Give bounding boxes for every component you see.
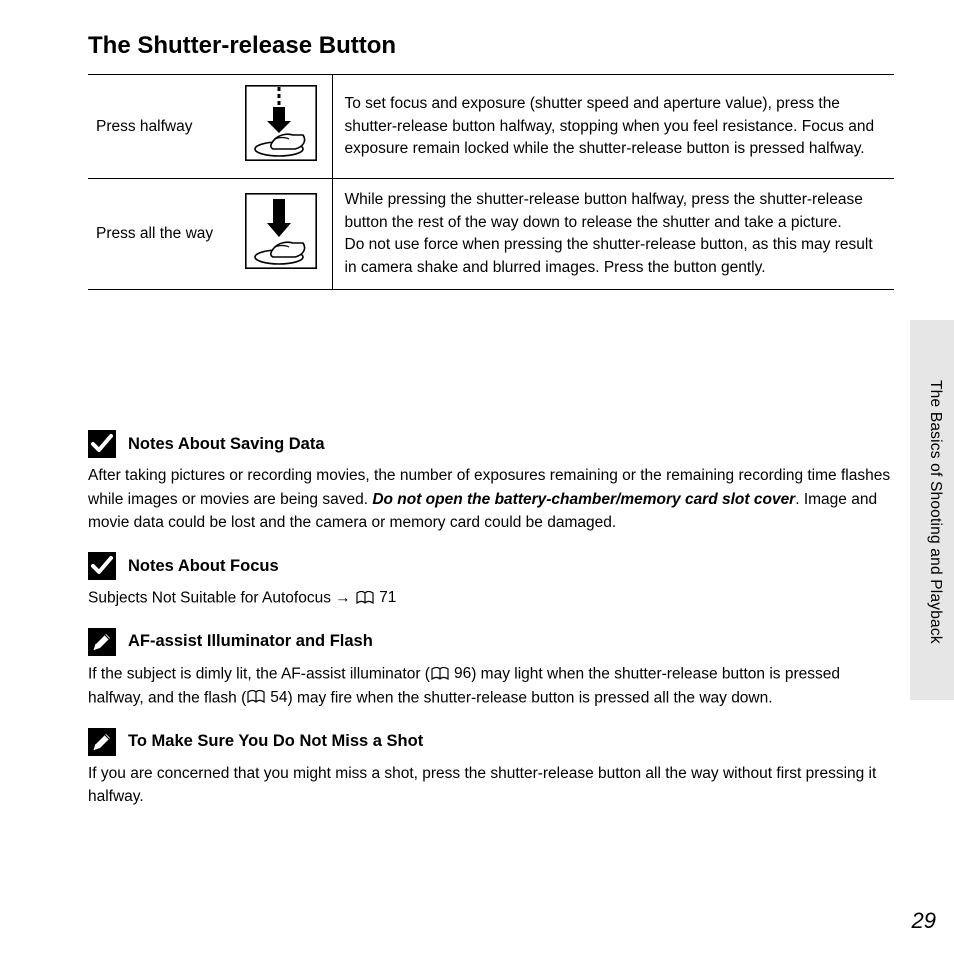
note-block: To Make Sure You Do Not Miss a Shot If yo…	[88, 728, 894, 809]
press-mode-label: Press all the way	[88, 179, 230, 290]
note-text: ) may fire when the shutter-release butt…	[288, 689, 773, 706]
note-body: Subjects Not Suitable for Autofocus → 71	[88, 586, 894, 610]
pencil-badge-icon	[88, 628, 116, 656]
section-title: The Shutter-release Button	[88, 32, 894, 60]
note-text: Subjects Not Suitable for Autofocus →	[88, 590, 355, 607]
check-badge-icon	[88, 552, 116, 580]
note-title: AF-assist Illuminator and Flash	[128, 632, 373, 651]
note-header: Notes About Saving Data	[88, 430, 894, 458]
note-title: Notes About Saving Data	[128, 435, 325, 454]
manual-page-ref-icon: 96	[430, 662, 471, 685]
note-title: Notes About Focus	[128, 557, 279, 576]
table-row: Press all the way While pressing the shu…	[88, 179, 894, 290]
note-text: Do not open the battery-chamber/memory c…	[372, 491, 795, 508]
arrow-down-halfway-icon	[230, 75, 332, 179]
page-number: 29	[912, 908, 936, 934]
page-content: The Shutter-release Button Press halfway…	[0, 0, 954, 828]
note-text: If the subject is dimly lit, the AF-assi…	[88, 666, 430, 683]
manual-page-ref-icon: 71	[355, 586, 396, 609]
press-mode-description: To set focus and exposure (shutter speed…	[332, 75, 894, 179]
note-block: AF-assist Illuminator and Flash If the su…	[88, 628, 894, 710]
chapter-side-label: The Basics of Shooting and Playback	[926, 380, 944, 644]
manual-page-ref-icon: 54	[246, 686, 287, 709]
note-header: AF-assist Illuminator and Flash	[88, 628, 894, 656]
check-badge-icon	[88, 430, 116, 458]
press-mode-description: While pressing the shutter-release butto…	[332, 179, 894, 290]
notes-section: Notes About Saving Data After taking pict…	[88, 430, 894, 808]
table-row: Press halfway To set focus and exposure …	[88, 75, 894, 179]
arrow-down-full-icon	[230, 179, 332, 290]
note-body: After taking pictures or recording movie…	[88, 464, 894, 534]
note-block: Notes About Saving Data After taking pict…	[88, 430, 894, 534]
note-header: To Make Sure You Do Not Miss a Shot	[88, 728, 894, 756]
note-text: If you are concerned that you might miss…	[88, 765, 876, 805]
note-body: If you are concerned that you might miss…	[88, 762, 894, 809]
note-header: Notes About Focus	[88, 552, 894, 580]
pencil-badge-icon	[88, 728, 116, 756]
note-body: If the subject is dimly lit, the AF-assi…	[88, 662, 894, 710]
press-mode-label: Press halfway	[88, 75, 230, 179]
note-block: Notes About Focus Subjects Not Suitable f…	[88, 552, 894, 610]
note-title: To Make Sure You Do Not Miss a Shot	[128, 732, 423, 751]
shutter-table: Press halfway To set focus and exposure …	[88, 74, 894, 290]
